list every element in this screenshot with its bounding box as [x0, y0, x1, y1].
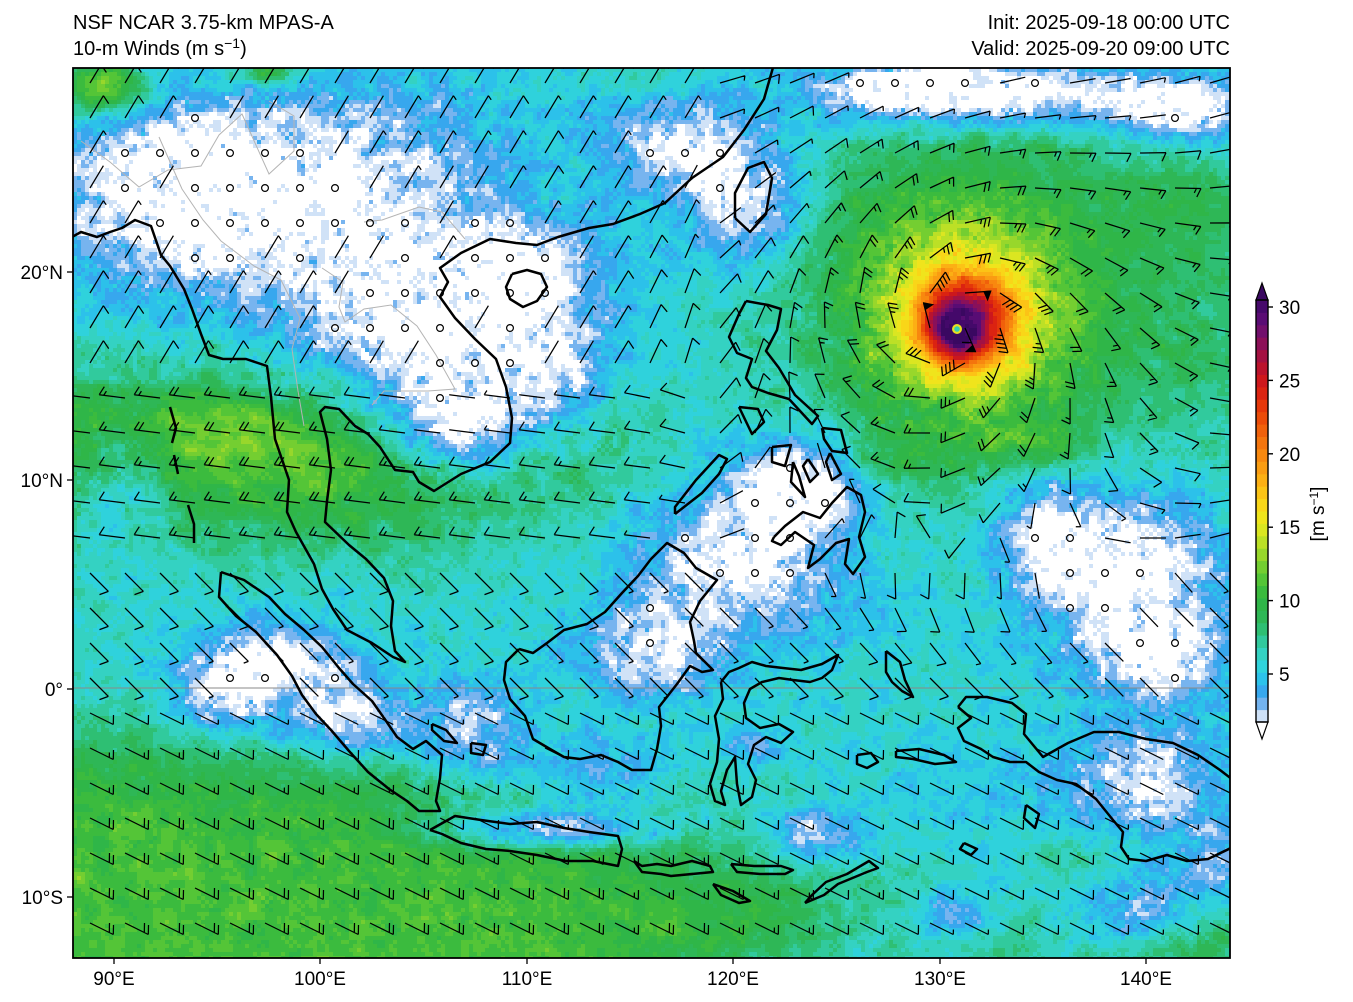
svg-text:90°E: 90°E — [93, 969, 134, 990]
svg-text:20: 20 — [1279, 445, 1300, 466]
svg-text:Init: 2025-09-18 00:00 UTC: Init: 2025-09-18 00:00 UTC — [988, 12, 1230, 34]
svg-text:20°N: 20°N — [21, 263, 63, 284]
svg-text:120°E: 120°E — [707, 969, 759, 990]
svg-text:30: 30 — [1279, 298, 1300, 319]
svg-text:10-m Winds (m s−1): 10-m Winds (m s−1) — [73, 35, 247, 60]
svg-text:10°S: 10°S — [22, 888, 63, 909]
svg-text:15: 15 — [1279, 518, 1300, 539]
svg-text:100°E: 100°E — [294, 969, 346, 990]
svg-text:10°N: 10°N — [21, 471, 63, 492]
svg-text:Valid: 2025-09-20 09:00 UTC: Valid: 2025-09-20 09:00 UTC — [971, 38, 1230, 60]
svg-text:110°E: 110°E — [502, 969, 553, 990]
svg-text:10: 10 — [1279, 592, 1300, 613]
svg-text:0°: 0° — [45, 680, 63, 701]
svg-text:25: 25 — [1279, 371, 1300, 392]
svg-text:130°E: 130°E — [914, 969, 966, 990]
svg-text:140°E: 140°E — [1120, 969, 1172, 990]
svg-text:5: 5 — [1279, 665, 1290, 686]
svg-text:NSF NCAR 3.75-km MPAS-A: NSF NCAR 3.75-km MPAS-A — [73, 12, 334, 34]
